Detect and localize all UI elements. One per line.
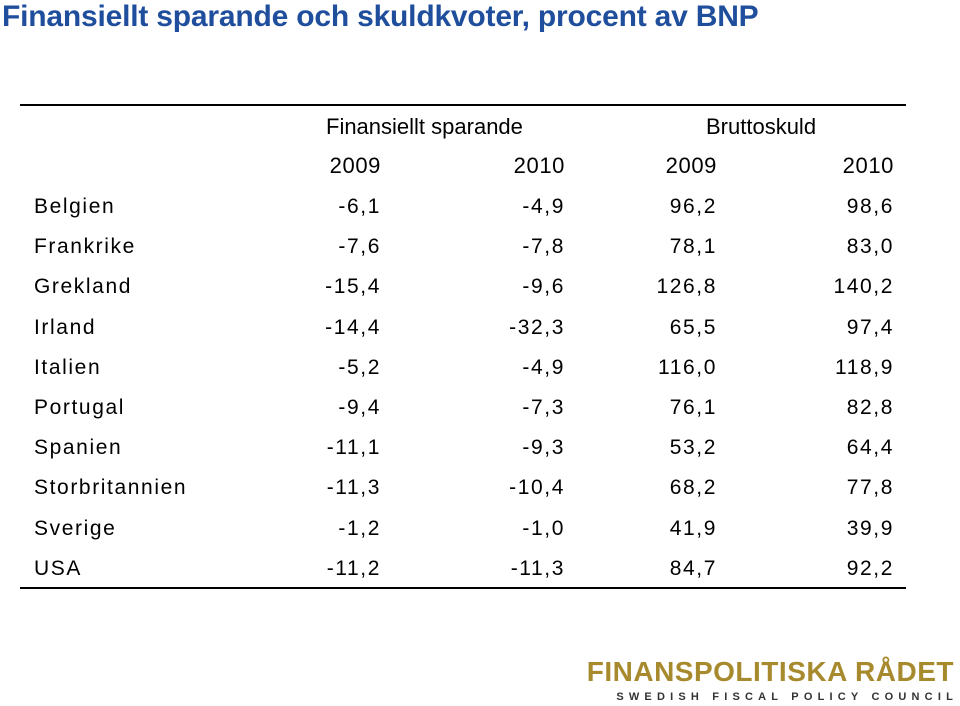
logo-name: FINANSPOLITISKA RÅDET: [586, 656, 954, 687]
table-cell: 92,2: [846, 557, 894, 580]
table-cell: -10,4: [509, 476, 565, 499]
table-cell: 84,7: [669, 557, 717, 580]
row-label-country: Spanien: [34, 436, 123, 459]
group-header-financial-saving: Finansiellt sparande: [326, 114, 523, 139]
table-cell: -7,8: [522, 235, 565, 258]
table-cell: 83,0: [846, 235, 894, 258]
table-cell: 116,0: [658, 356, 717, 379]
table-cell: -15,4: [325, 275, 381, 298]
table-top-rule: [20, 104, 906, 106]
table-cell: -11,1: [326, 436, 381, 459]
table-cell: 64,4: [846, 436, 894, 459]
year-header: 2010: [842, 153, 894, 178]
row-label-country: Frankrike: [34, 235, 136, 258]
table-cell: -6,1: [338, 195, 381, 218]
row-label-country: Portugal: [34, 396, 126, 419]
table-cell: 82,8: [846, 396, 894, 419]
row-label-country: Belgien: [34, 195, 116, 218]
table-cell: -7,3: [522, 396, 565, 419]
table-cell: -11,3: [326, 476, 381, 499]
table-cell: 97,4: [846, 316, 894, 339]
table-cell: 140,2: [833, 275, 894, 298]
table-cell: -14,4: [325, 316, 381, 339]
row-label-country: USA: [34, 557, 82, 580]
year-header: 2010: [513, 153, 565, 178]
table-cell: -9,4: [338, 396, 381, 419]
table-cell: 96,2: [669, 195, 717, 218]
table-cell: -7,6: [338, 235, 381, 258]
table-bottom-rule: [20, 587, 906, 589]
table-cell: 98,6: [846, 195, 894, 218]
table-cell: -4,9: [522, 356, 565, 379]
table-cell: -4,9: [522, 195, 565, 218]
table-cell: 39,9: [846, 517, 894, 540]
logo-subtitle: SWEDISH FISCAL POLICY COUNCIL: [616, 691, 958, 703]
row-label-country: Sverige: [34, 517, 117, 540]
table-cell: 77,8: [846, 476, 894, 499]
table-cell: 68,2: [669, 476, 717, 499]
table-cell: -11,2: [326, 557, 381, 580]
year-header: 2009: [665, 153, 717, 178]
page-title: Finansiellt sparande och skuldkvoter, pr…: [2, 0, 759, 33]
row-label-country: Irland: [34, 316, 97, 339]
year-header: 2009: [329, 153, 381, 178]
row-label-country: Storbritannien: [34, 476, 188, 499]
table-cell: 65,5: [669, 316, 717, 339]
row-label-country: Italien: [34, 356, 102, 379]
table-cell: 41,9: [669, 517, 717, 540]
logo: FINANSPOLITISKA RÅDET SWEDISH FISCAL POL…: [587, 656, 954, 706]
row-label-country: Grekland: [34, 275, 133, 298]
table-cell: -9,6: [522, 275, 565, 298]
table-cell: 76,1: [669, 396, 717, 419]
table-cell: -32,3: [509, 316, 565, 339]
group-header-gross-debt: Bruttoskuld: [706, 114, 817, 139]
table-cell: 118,9: [835, 356, 894, 379]
table-cell: -11,3: [510, 557, 565, 580]
table-cell: -1,0: [522, 517, 565, 540]
table-cell: 53,2: [669, 436, 717, 459]
table-cell: -9,3: [522, 436, 565, 459]
table-cell: -5,2: [338, 356, 381, 379]
table-cell: 126,8: [656, 275, 717, 298]
table-cell: 78,1: [669, 235, 717, 258]
table-cell: -1,2: [338, 517, 381, 540]
